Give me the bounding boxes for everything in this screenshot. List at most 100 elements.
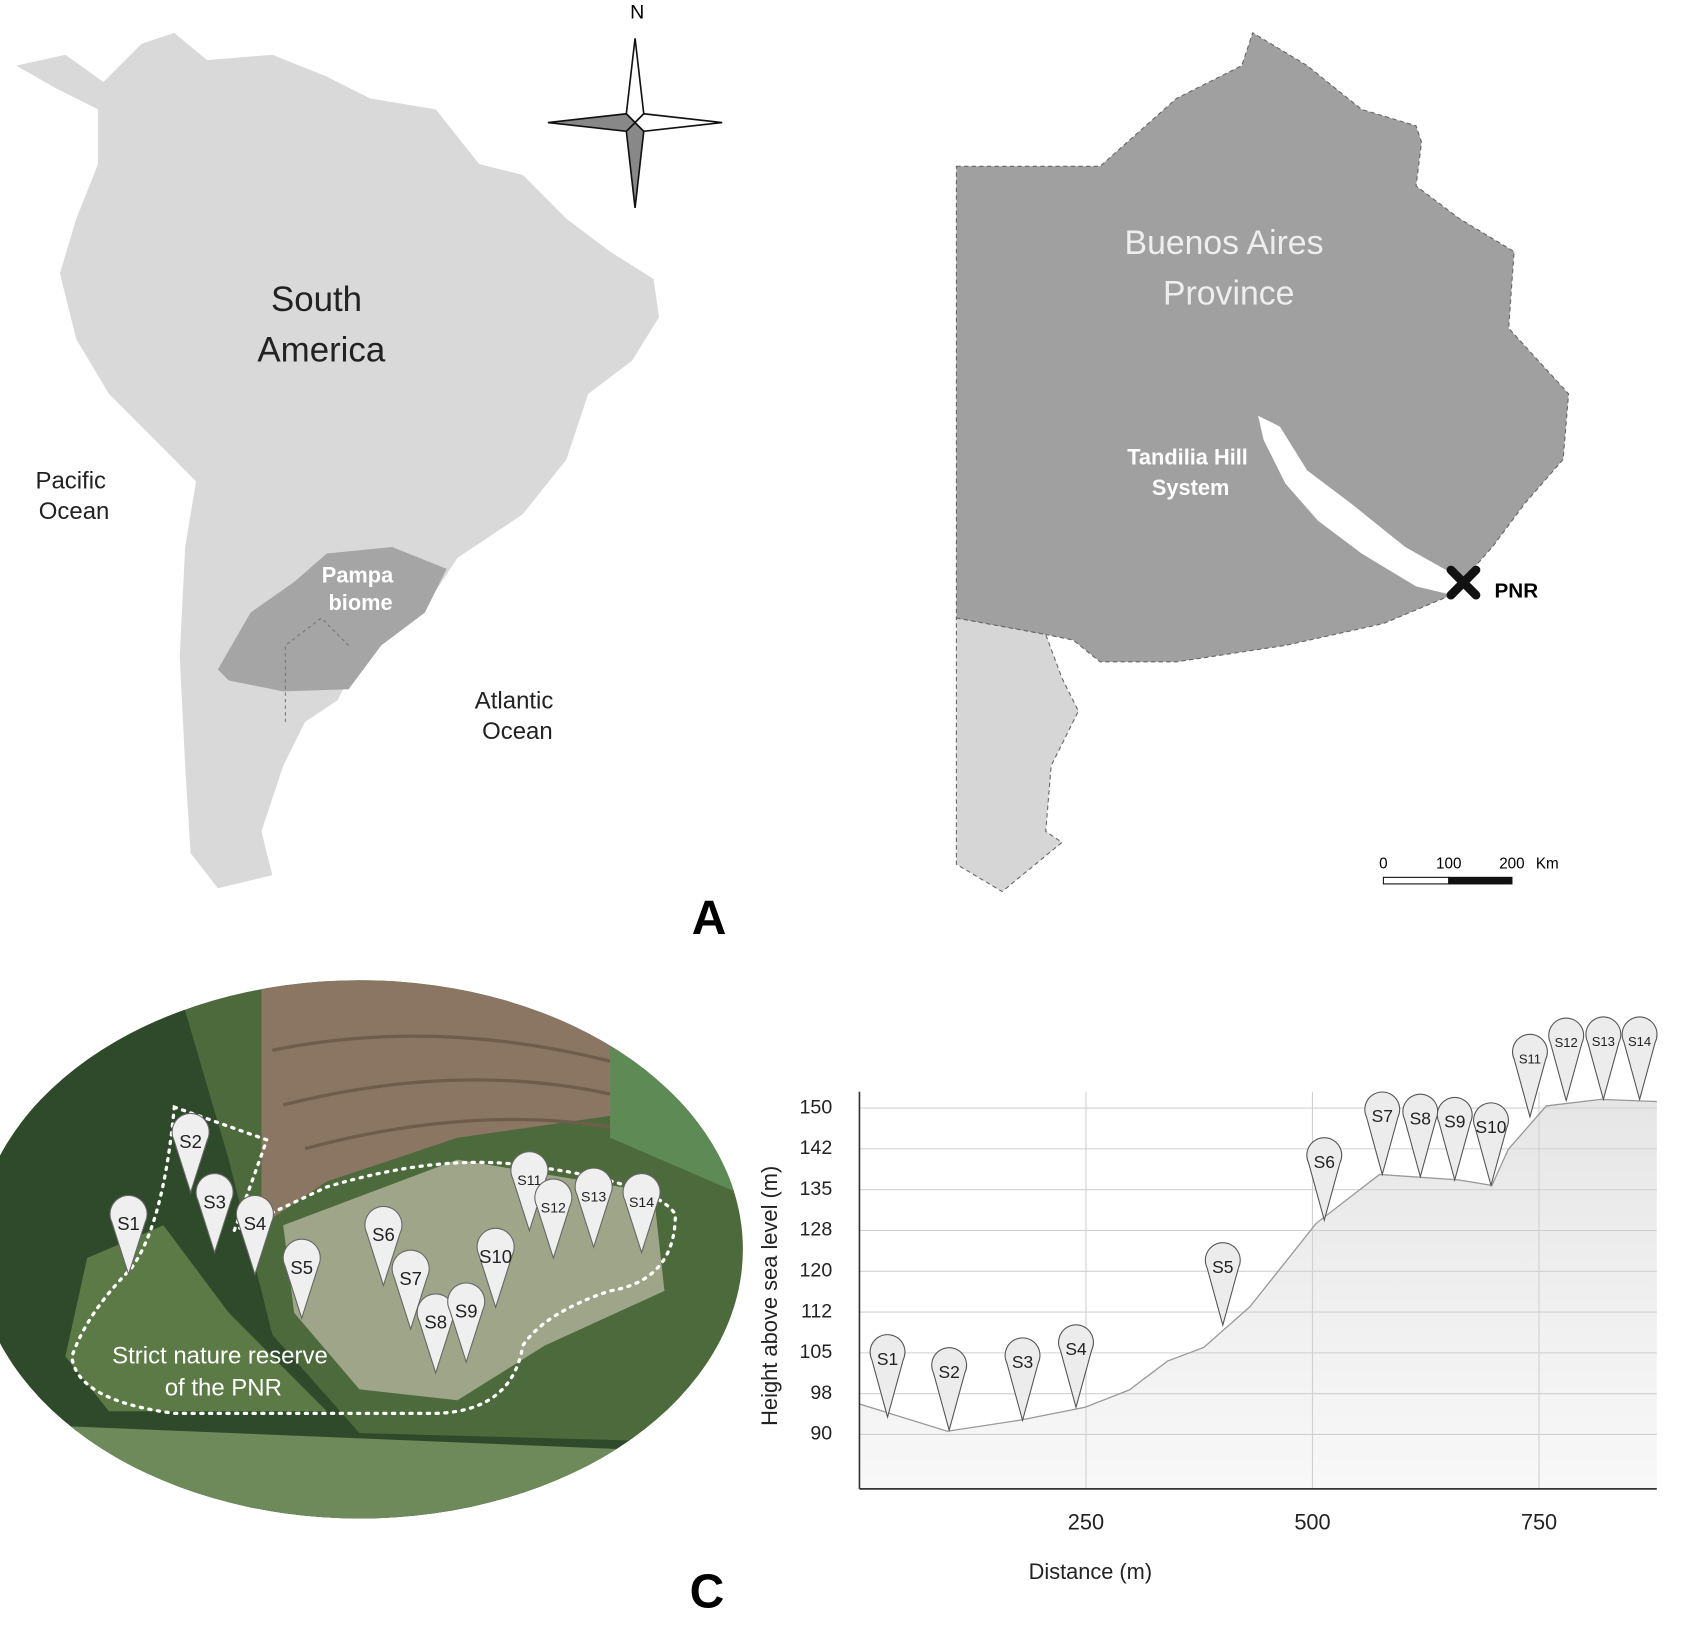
y-tick-label: 135 <box>800 1178 833 1200</box>
site-pin-label: S8 <box>424 1312 447 1333</box>
site-pin <box>1402 1093 1439 1179</box>
site-pin-label: S14 <box>1628 1034 1651 1049</box>
line: Ocean <box>39 498 110 525</box>
site-pin-label: S13 <box>1592 1034 1615 1049</box>
site-pin-label: S5 <box>1212 1257 1233 1277</box>
site-pin <box>622 1173 661 1255</box>
pampa-biome <box>217 546 447 692</box>
site-pin <box>1004 1337 1041 1423</box>
scale-bar <box>1382 876 1513 885</box>
scale-tick: 0 <box>1379 855 1387 872</box>
y-tick-label: 120 <box>800 1259 833 1281</box>
site-pin <box>1436 1096 1473 1182</box>
line: System <box>1152 475 1229 500</box>
site-pin-label: S10 <box>1475 1117 1506 1137</box>
panel-label: C <box>690 1566 725 1619</box>
site-pin-label: S5 <box>290 1257 313 1278</box>
scale-tick: 200 <box>1499 855 1524 872</box>
line: Pampa <box>322 562 394 587</box>
site-pin-label: S14 <box>629 1195 654 1211</box>
line: biome <box>328 590 392 615</box>
border <box>284 617 349 723</box>
scale-unit: Km <box>1536 855 1559 872</box>
hills-label: Tandilia Hill System <box>1127 444 1254 500</box>
line: Tandilia Hill <box>1127 444 1248 469</box>
site-pin-label: S7 <box>1372 1106 1393 1126</box>
line: Province <box>1163 274 1294 312</box>
tandilia <box>1258 415 1462 598</box>
atlantic-label: Atlantic Ocean <box>475 688 560 746</box>
y-tick-label: 90 <box>810 1423 832 1445</box>
site-pin-label: S11 <box>1519 1051 1541 1066</box>
line: Strict nature reserve <box>112 1343 328 1370</box>
site-pin <box>391 1249 430 1331</box>
pnr-marker <box>1446 565 1481 600</box>
y-tick-label: 112 <box>801 1300 832 1322</box>
y-tick-label: 105 <box>800 1341 833 1363</box>
panel-label: A <box>692 892 727 945</box>
site-pin-label: S1 <box>117 1213 140 1234</box>
site-pin <box>534 1178 573 1260</box>
site-pin-label: S13 <box>581 1190 606 1206</box>
line: Atlantic <box>475 688 554 715</box>
site-pin-label: S4 <box>244 1213 267 1234</box>
south-america <box>16 32 660 889</box>
site-pin <box>1473 1102 1509 1188</box>
profile-line <box>859 1098 1657 1432</box>
site-pin <box>869 1334 906 1420</box>
x-tick-label: 500 <box>1294 1510 1330 1535</box>
site-pin-label: S2 <box>938 1362 959 1382</box>
site-pin-label: S9 <box>455 1301 478 1322</box>
compass <box>547 38 723 208</box>
buenos-aires <box>955 31 1570 663</box>
site-pin <box>574 1167 613 1249</box>
y-tick-label: 98 <box>810 1382 832 1404</box>
compass-label: N <box>630 1 644 23</box>
site-pin-label: S3 <box>203 1191 226 1212</box>
x-axis-title: Distance (m) <box>1029 1559 1152 1584</box>
y-tick-label: 128 <box>800 1219 833 1241</box>
site-pin-label: S12 <box>1555 1035 1578 1050</box>
site-pin <box>476 1227 515 1310</box>
line: America <box>257 330 385 369</box>
site-pin-label: S12 <box>541 1201 566 1217</box>
x-tick-label: 250 <box>1068 1510 1104 1535</box>
site-pin <box>1548 1017 1585 1103</box>
site-pin <box>1621 1016 1658 1102</box>
site-pin <box>364 1205 403 1288</box>
neighbour-province <box>955 617 1080 893</box>
line: of the PNR <box>165 1375 282 1402</box>
scale-tick: 100 <box>1436 855 1461 872</box>
profile-chart: 90 98 105 112 120 128 135 142 150 250 500 750 Distan… <box>757 1016 1658 1584</box>
line: South <box>271 280 362 319</box>
site-pin <box>1204 1242 1241 1328</box>
site-pin-label: S2 <box>179 1131 202 1152</box>
site-pin-label: S10 <box>479 1246 512 1267</box>
site-pin-label: S6 <box>372 1224 395 1245</box>
site-pin <box>931 1347 968 1433</box>
site-pin <box>447 1282 486 1364</box>
site-pin-label: S11 <box>517 1173 541 1189</box>
site-pin <box>1306 1137 1343 1223</box>
site-pin-label: S1 <box>877 1349 898 1369</box>
site-pin-label: S6 <box>1314 1152 1335 1172</box>
site-pin <box>195 1173 234 1255</box>
y-axis-title: Height above sea level (m) <box>757 1166 782 1426</box>
area-fill <box>859 1099 1657 1489</box>
continent-label: South America <box>257 280 385 369</box>
line: Buenos Aires <box>1125 224 1324 262</box>
site-pin <box>235 1195 274 1277</box>
site-pin-label: S9 <box>1444 1112 1465 1132</box>
y-tick-label: 150 <box>800 1096 833 1118</box>
pacific-label: Pacific Ocean <box>35 468 112 526</box>
site-pin <box>510 1151 549 1233</box>
site-pin <box>282 1238 321 1321</box>
site-label: PNR <box>1495 579 1539 602</box>
site-pin <box>171 1112 210 1195</box>
y-tick-label: 142 <box>800 1137 833 1159</box>
x-tick-label: 750 <box>1521 1510 1557 1535</box>
site-pin <box>109 1195 148 1277</box>
site-pin <box>1058 1324 1094 1410</box>
